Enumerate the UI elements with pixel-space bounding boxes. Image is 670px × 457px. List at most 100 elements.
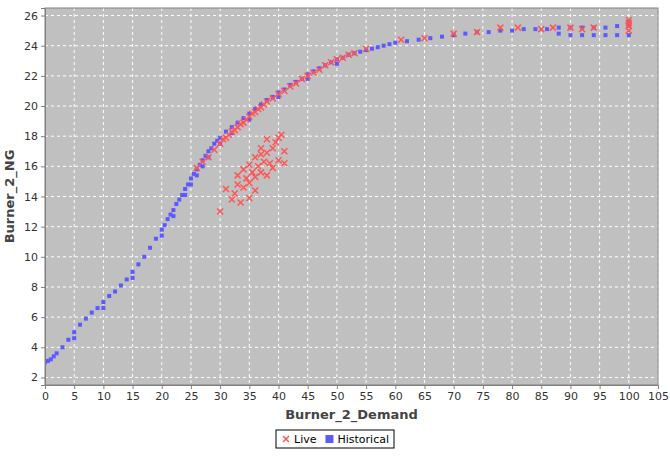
point xyxy=(174,202,178,206)
point xyxy=(305,73,311,79)
grid-line-y xyxy=(45,136,658,137)
grid-line-y xyxy=(45,196,658,197)
tick: 2 xyxy=(31,371,45,384)
tick: 6 xyxy=(31,311,45,324)
tick-label: 16 xyxy=(24,160,38,173)
point xyxy=(101,306,105,310)
grid-line-y xyxy=(45,377,658,378)
point xyxy=(382,44,386,48)
point xyxy=(281,88,287,94)
point xyxy=(160,228,164,232)
point xyxy=(255,163,261,169)
tick: 4 xyxy=(31,341,45,354)
tick-mark xyxy=(103,385,104,389)
tick-mark xyxy=(366,385,367,389)
tick: 16 xyxy=(24,160,45,173)
point xyxy=(300,77,304,81)
y-axis: 2468101214161820222426 xyxy=(24,9,46,386)
legend-label: Live xyxy=(294,433,317,446)
series-1 xyxy=(194,17,632,215)
point xyxy=(451,31,457,37)
point xyxy=(229,197,235,203)
point xyxy=(515,25,521,31)
tick: 22 xyxy=(24,70,45,83)
tick-mark xyxy=(454,385,455,389)
point xyxy=(287,83,293,89)
grid-line-x xyxy=(74,8,75,385)
tick-mark xyxy=(629,385,630,389)
tick-mark xyxy=(41,257,45,258)
point xyxy=(323,63,327,67)
tick-mark xyxy=(41,347,45,348)
grid-line-y xyxy=(45,45,658,46)
point xyxy=(568,33,572,37)
point xyxy=(358,50,362,54)
x-axis-line xyxy=(46,386,659,390)
point xyxy=(299,76,305,82)
point xyxy=(235,181,241,187)
tick-label: 2 xyxy=(31,371,38,384)
tick-mark xyxy=(337,385,338,389)
tick-mark xyxy=(41,136,45,137)
tick-label: 26 xyxy=(24,10,38,23)
tick-label: 18 xyxy=(24,130,38,143)
point xyxy=(142,255,146,259)
tick-mark xyxy=(41,166,45,167)
point xyxy=(352,51,356,55)
point xyxy=(276,91,282,97)
point xyxy=(217,209,223,215)
tick-mark xyxy=(133,385,134,389)
point xyxy=(387,42,391,46)
grid-line-y xyxy=(45,226,658,227)
point xyxy=(440,35,444,39)
grid-line-y xyxy=(45,106,658,107)
tick-label: 8 xyxy=(31,281,38,294)
grid-line-y xyxy=(45,75,658,76)
point xyxy=(154,237,158,241)
tick: 26 xyxy=(24,10,45,23)
point xyxy=(351,50,357,56)
tick-label: 14 xyxy=(24,191,38,204)
point xyxy=(246,162,252,168)
tick-mark xyxy=(41,197,45,198)
point xyxy=(107,294,111,298)
tick-mark xyxy=(74,385,75,389)
legend-label: Historical xyxy=(337,433,389,446)
tick: 5 xyxy=(71,385,78,403)
tick-label: 45 xyxy=(301,390,315,403)
point xyxy=(72,330,76,334)
point xyxy=(497,25,503,31)
point xyxy=(376,45,380,49)
point xyxy=(328,59,334,65)
point xyxy=(264,136,270,142)
tick: 15 xyxy=(126,385,140,403)
point xyxy=(580,33,584,37)
tick-mark xyxy=(249,385,250,389)
point xyxy=(55,351,59,355)
point xyxy=(160,234,164,238)
point xyxy=(340,55,346,61)
point xyxy=(252,174,258,180)
tick-mark xyxy=(41,317,45,318)
point xyxy=(240,166,246,172)
point xyxy=(346,52,352,58)
tick-label: 20 xyxy=(24,100,38,113)
point xyxy=(522,27,526,31)
tick: 95 xyxy=(593,385,607,403)
tick-label: 100 xyxy=(619,390,640,403)
point xyxy=(627,33,631,37)
point xyxy=(592,33,596,37)
points xyxy=(45,17,632,364)
tick-label: 10 xyxy=(24,251,38,264)
point xyxy=(113,290,117,294)
point xyxy=(270,95,276,101)
tick-label: 35 xyxy=(243,390,257,403)
point xyxy=(189,182,193,186)
point xyxy=(335,62,339,66)
point xyxy=(235,172,241,178)
tick-mark xyxy=(41,287,45,288)
tick-label: 65 xyxy=(418,390,432,403)
point xyxy=(232,190,238,196)
point xyxy=(223,186,229,192)
point xyxy=(183,193,187,197)
